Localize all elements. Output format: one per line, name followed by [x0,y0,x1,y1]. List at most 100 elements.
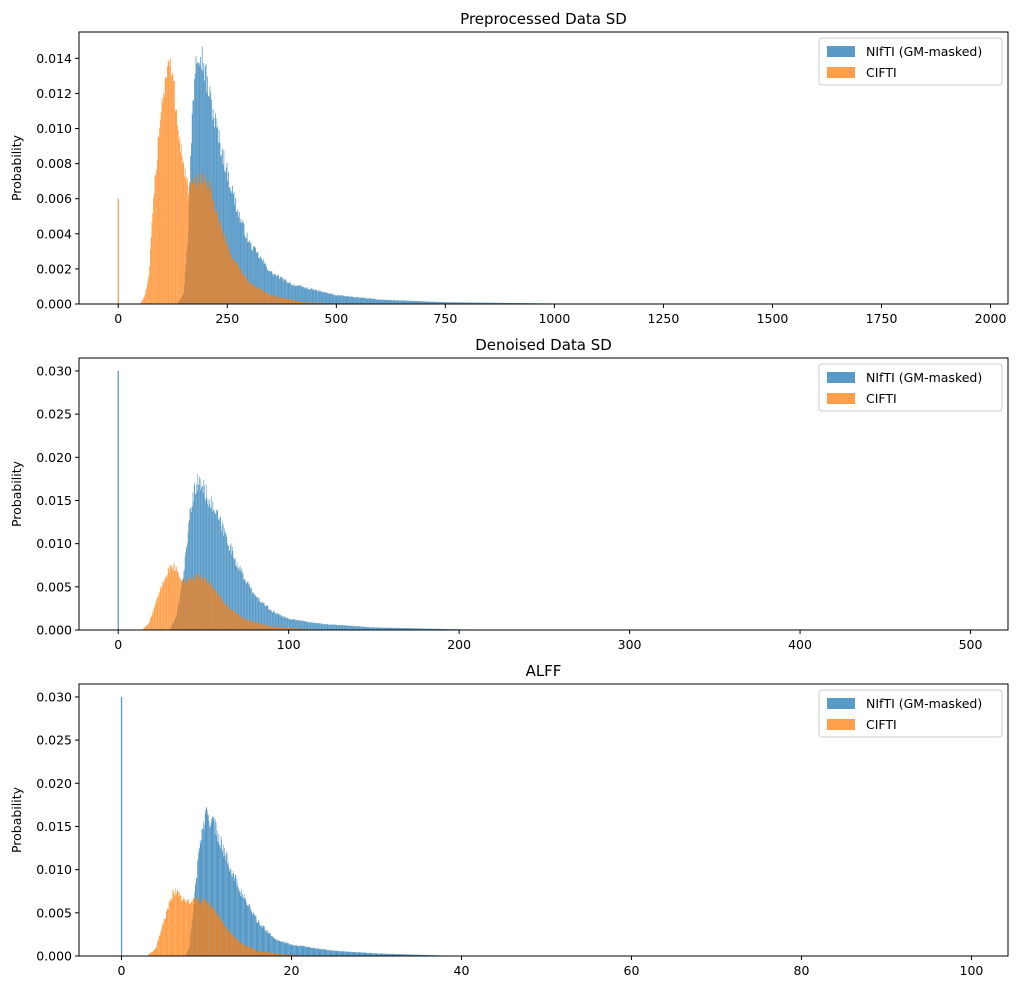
histogram-bar [220,517,222,630]
histogram-bar [310,302,311,304]
histogram-bar [465,302,467,304]
histogram-bar [297,628,298,630]
histogram-bar [372,953,374,956]
histogram-bar [159,589,161,630]
histogram-bar [210,905,211,956]
histogram-bar [158,939,159,956]
histogram-bar [228,930,230,956]
histogram-bar [394,627,395,630]
histogram-bar [380,627,382,630]
histogram-bar [146,287,147,304]
histogram-bar [149,953,151,956]
histogram-bar [303,620,304,630]
histogram-bar [215,589,217,630]
histogram-bar [415,300,417,304]
histogram-bar [377,953,378,956]
histogram-bar [305,287,307,304]
histogram-bar [161,587,162,630]
histogram-bar [345,296,347,304]
histogram-bar [169,899,171,956]
histogram-bar [218,218,219,304]
histogram-bar [437,301,438,304]
histogram-bar [406,300,407,304]
histogram-bar [253,949,255,956]
histogram-bar [300,628,302,630]
histogram-bar [279,627,281,630]
histogram-bar [446,302,448,304]
histogram-bar [344,625,346,630]
histogram-bar [233,873,234,956]
histogram-bar [297,946,299,956]
histogram-bar [280,615,282,630]
histogram-bar [261,924,263,956]
histogram-bar [355,297,356,304]
histogram-bar [244,618,245,630]
histogram-bar [287,954,288,956]
histogram-bar [199,579,201,630]
histogram-bar [180,152,181,304]
histogram-bar [404,300,406,304]
histogram-bar [224,603,225,630]
histogram-bar [190,581,192,630]
histogram-bar [198,484,199,630]
histogram-bar [412,954,414,956]
histogram-bar [249,946,250,956]
histogram-bar [179,136,181,304]
histogram-bar [210,508,211,630]
histogram-bar [197,473,199,630]
histogram-bar [381,627,382,630]
histogram-bar [290,299,291,304]
histogram-bar [275,296,277,304]
histogram-bar [297,301,298,304]
histogram-bar [386,627,388,630]
histogram-bar [319,302,321,304]
histogram-bar [252,283,253,304]
histogram-bar [371,627,373,630]
histogram-bar [241,943,243,956]
histogram-bar [384,953,385,956]
histogram-bar [392,300,394,304]
histogram-bar [272,953,274,956]
histogram-bar [338,951,340,956]
histogram-bar [146,625,148,630]
histogram-bar [338,625,339,630]
histogram-bar [365,298,367,304]
histogram-bar [410,954,412,956]
histogram-bar [252,621,254,630]
histogram-bar [199,476,200,630]
histogram-bar [451,302,453,304]
histogram-bar [216,592,217,630]
histogram-bar [205,900,207,956]
histogram-bar [271,610,272,630]
histogram-bar [420,628,421,630]
histogram-bar [313,948,315,956]
histogram-bar [218,130,220,304]
histogram-bar [282,954,284,956]
histogram-bar [425,628,427,630]
histogram-bar [151,615,153,630]
histogram-bar [471,302,473,304]
histogram-bar [232,877,233,956]
histogram-bar [255,622,257,630]
histogram-bar [232,871,234,956]
histogram-bar [324,292,325,304]
histogram-bar [251,910,253,956]
x-tick-label: 80 [794,963,810,978]
histogram-bar [264,926,265,956]
histogram-bar [470,302,472,304]
histogram-bar [166,910,168,956]
histogram-bar [205,579,207,630]
histogram-bar [250,620,252,630]
histogram-bar [329,624,331,630]
histogram-bar [261,289,263,304]
histogram-bar [143,628,144,630]
histogram-bar [266,292,267,304]
histogram-bar [322,624,324,630]
histogram-bar [206,583,208,630]
histogram-bar [300,620,302,630]
histogram-bar [347,951,349,956]
histogram-bar [230,254,232,304]
histogram-bar [293,285,294,304]
histogram-bar [245,619,247,630]
histogram-bar [227,245,229,304]
